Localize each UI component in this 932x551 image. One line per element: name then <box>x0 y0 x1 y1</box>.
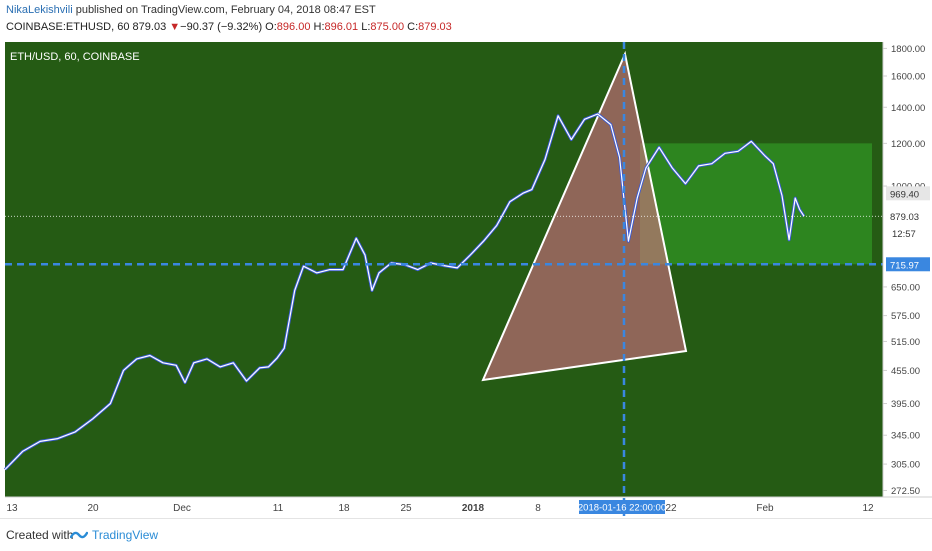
high-value: 896.01 <box>324 21 359 33</box>
publish-line: NikaLekishvili published on TradingView.… <box>6 4 376 16</box>
y-tick-label: 395.00 <box>891 399 920 410</box>
open-label: O: <box>265 21 277 33</box>
created-with-text: Created with <box>6 528 74 542</box>
price-tag-last-box <box>886 209 930 224</box>
tradingview-logo-icon <box>70 531 88 539</box>
y-tick-label: 650.00 <box>891 282 920 293</box>
crosshair-date-box <box>579 500 665 514</box>
price-series-line <box>4 113 805 470</box>
last-price: 879.03 <box>132 21 167 33</box>
triangle-pattern <box>481 50 688 382</box>
y-tick-label: 455.00 <box>891 366 920 377</box>
x-tick-label: 2018 <box>462 503 485 514</box>
price-tag-horizontal: 715.97 <box>890 260 919 271</box>
y-tick-label: 305.00 <box>891 460 920 471</box>
target-rectangle <box>640 143 872 265</box>
down-arrow-icon: ▼ <box>169 21 181 33</box>
x-tick-label: 12 <box>862 503 874 514</box>
countdown-label: 12:57 <box>892 229 916 240</box>
footer: Created with TradingView <box>0 518 932 551</box>
price-chart[interactable]: ETH/USD, 60, COINBASE 1800.00 1600.00 1400.… <box>0 38 932 516</box>
x-tick-label: 22 <box>665 503 677 514</box>
y-tick-label: 575.00 <box>891 311 920 322</box>
price-tag-last: 879.03 <box>890 212 919 223</box>
symbol-line: COINBASE:ETHUSD, 60 879.03 ▼−90.37 (−9.3… <box>6 21 452 33</box>
y-tick-label: 1200.00 <box>891 139 925 150</box>
price-change: −90.37 (−9.32%) <box>180 21 263 33</box>
high-label: H: <box>313 21 325 33</box>
x-tick-label: 8 <box>535 503 541 514</box>
tradingview-link[interactable]: TradingView <box>92 528 159 542</box>
plot-area <box>5 42 883 497</box>
y-tick-label: 515.00 <box>891 337 920 348</box>
x-tick-label: 25 <box>400 503 412 514</box>
x-tick-label: 20 <box>87 503 99 514</box>
symbol-label: COINBASE:ETHUSD, 60 <box>6 21 130 33</box>
y-tick-label: 1600.00 <box>891 71 925 82</box>
author-link[interactable]: NikaLekishvili <box>6 4 73 16</box>
open-value: 896.00 <box>276 21 311 33</box>
price-tag-horizontal-box <box>886 257 930 272</box>
y-tick-label: 345.00 <box>891 431 920 442</box>
x-tick-label: 18 <box>338 503 350 514</box>
low-label: L: <box>361 21 371 33</box>
close-value: 879.03 <box>418 21 452 33</box>
price-tag-high: 969.40 <box>890 189 919 200</box>
x-tick-label: Feb <box>756 503 774 514</box>
crosshair-date-label: 2018-01-16 22:00:00 <box>578 503 666 514</box>
close-label: C: <box>407 21 419 33</box>
y-tick-label: 1400.00 <box>891 103 925 114</box>
low-value: 875.00 <box>370 21 405 33</box>
chart-legend-text: ETH/USD, 60, COINBASE <box>10 51 140 63</box>
x-tick-label: 11 <box>273 503 284 514</box>
published-text: published on TradingView.com, February 0… <box>75 4 376 16</box>
chart-header: NikaLekishvili published on TradingView.… <box>0 0 932 40</box>
price-tag-high-box <box>886 186 930 201</box>
y-tick-label: 272.50 <box>891 486 920 497</box>
x-tick-label: Dec <box>173 503 191 514</box>
x-tick-label: 13 <box>6 503 18 514</box>
countdown-box <box>886 226 930 241</box>
y-tick-label: 1800.00 <box>891 44 925 55</box>
